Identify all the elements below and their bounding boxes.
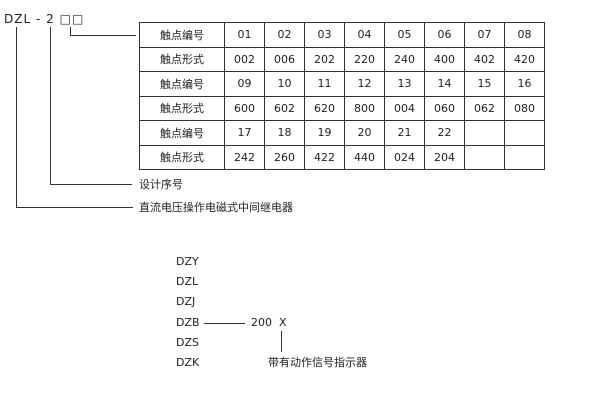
table-cell: 21 bbox=[384, 120, 425, 146]
table-cell: 17 bbox=[224, 120, 265, 146]
table-cell: 202 bbox=[304, 46, 345, 72]
table-cell: 20 bbox=[344, 120, 385, 146]
series-item: DZB bbox=[176, 315, 200, 329]
series-item: DZL bbox=[176, 275, 199, 289]
table-cell: 12 bbox=[344, 71, 385, 97]
table-cell: 14 bbox=[424, 71, 465, 97]
table-cell bbox=[504, 120, 545, 146]
table-cell: 16 bbox=[504, 71, 545, 97]
table-row: 触点形式 002 006 202 220 240 400 402 420 bbox=[139, 46, 545, 72]
table-cell: 242 bbox=[224, 144, 265, 170]
bracket-line-type-h bbox=[16, 207, 133, 208]
contact-table: 触点编号 01 02 03 04 05 06 07 08 触点形式 002 006 202 220 240 4… bbox=[139, 22, 545, 170]
suffix-x: X bbox=[279, 316, 287, 329]
code-prefix: DZL bbox=[4, 12, 32, 26]
table-cell bbox=[504, 144, 545, 170]
table-cell: 03 bbox=[304, 22, 345, 48]
bracket-line-design bbox=[50, 27, 51, 185]
table-cell: 400 bbox=[424, 46, 465, 72]
suffix-number: 200 bbox=[251, 316, 272, 329]
table-cell: 15 bbox=[464, 71, 505, 97]
table-cell: 602 bbox=[264, 95, 305, 121]
row-header: 触点编号 bbox=[139, 120, 225, 146]
table-cell: 02 bbox=[264, 22, 305, 48]
row-header: 触点编号 bbox=[139, 22, 225, 48]
table-cell: 220 bbox=[344, 46, 385, 72]
table-cell: 024 bbox=[384, 144, 425, 170]
table-row: 触点形式 242 260 422 440 024 204 bbox=[139, 144, 545, 170]
table-cell: 13 bbox=[384, 71, 425, 97]
table-cell bbox=[464, 120, 505, 146]
dzb-connector-line bbox=[204, 323, 245, 324]
table-cell bbox=[464, 144, 505, 170]
table-cell: 002 bbox=[224, 46, 265, 72]
relay-type-label: 直流电压操作电磁式中间继电器 bbox=[139, 201, 293, 214]
table-cell: 800 bbox=[344, 95, 385, 121]
table-cell: 19 bbox=[304, 120, 345, 146]
table-cell: 420 bbox=[504, 46, 545, 72]
table-row: 触点编号 09 10 11 12 13 14 15 16 bbox=[139, 71, 545, 97]
table-cell: 422 bbox=[304, 144, 345, 170]
table-cell: 402 bbox=[464, 46, 505, 72]
table-cell: 05 bbox=[384, 22, 425, 48]
table-cell: 006 bbox=[264, 46, 305, 72]
table-cell: 004 bbox=[384, 95, 425, 121]
model-code: DZL - 2 □□ bbox=[4, 12, 84, 26]
bracket-line-design-h bbox=[50, 184, 132, 185]
table-cell: 04 bbox=[344, 22, 385, 48]
series-item: DZK bbox=[176, 356, 200, 369]
table-row: 触点编号 17 18 19 20 21 22 bbox=[139, 120, 545, 146]
table-cell: 18 bbox=[264, 120, 305, 146]
table-cell: 11 bbox=[304, 71, 345, 97]
table-row: 触点形式 600 602 620 800 004 060 062 080 bbox=[139, 95, 545, 121]
design-number-label: 设计序号 bbox=[139, 178, 183, 191]
row-header: 触点形式 bbox=[139, 46, 225, 72]
x-pointer-line bbox=[281, 331, 282, 352]
table-cell: 01 bbox=[224, 22, 265, 48]
table-cell: 204 bbox=[424, 144, 465, 170]
table-cell: 10 bbox=[264, 71, 305, 97]
row-header: 触点编号 bbox=[139, 71, 225, 97]
table-cell: 080 bbox=[504, 95, 545, 121]
table-cell: 07 bbox=[464, 22, 505, 48]
table-cell: 440 bbox=[344, 144, 385, 170]
table-cell: 260 bbox=[264, 144, 305, 170]
bracket-line-contact-h bbox=[70, 35, 136, 36]
table-cell: 062 bbox=[464, 95, 505, 121]
table-cell: 08 bbox=[504, 22, 545, 48]
suffix-code: 200 X bbox=[251, 316, 287, 330]
bracket-line-contact bbox=[70, 27, 71, 36]
code-digit: 2 bbox=[46, 12, 55, 26]
series-item: DZS bbox=[176, 335, 199, 349]
row-header: 触点形式 bbox=[139, 144, 225, 170]
table-cell: 06 bbox=[424, 22, 465, 48]
table-cell: 620 bbox=[304, 95, 345, 121]
series-item: DZJ bbox=[176, 295, 196, 309]
table-row: 触点编号 01 02 03 04 05 06 07 08 bbox=[139, 22, 545, 48]
table-cell: 09 bbox=[224, 71, 265, 97]
table-cell: 240 bbox=[384, 46, 425, 72]
code-boxes: □□ bbox=[59, 12, 85, 26]
table-cell: 22 bbox=[424, 120, 465, 146]
table-cell: 600 bbox=[224, 95, 265, 121]
row-header: 触点形式 bbox=[139, 95, 225, 121]
table-cell: 060 bbox=[424, 95, 465, 121]
bracket-line-type bbox=[16, 27, 17, 208]
indicator-label: 带有动作信号指示器 bbox=[268, 356, 367, 369]
code-dash: - bbox=[35, 12, 42, 26]
series-item: DZY bbox=[176, 255, 199, 268]
